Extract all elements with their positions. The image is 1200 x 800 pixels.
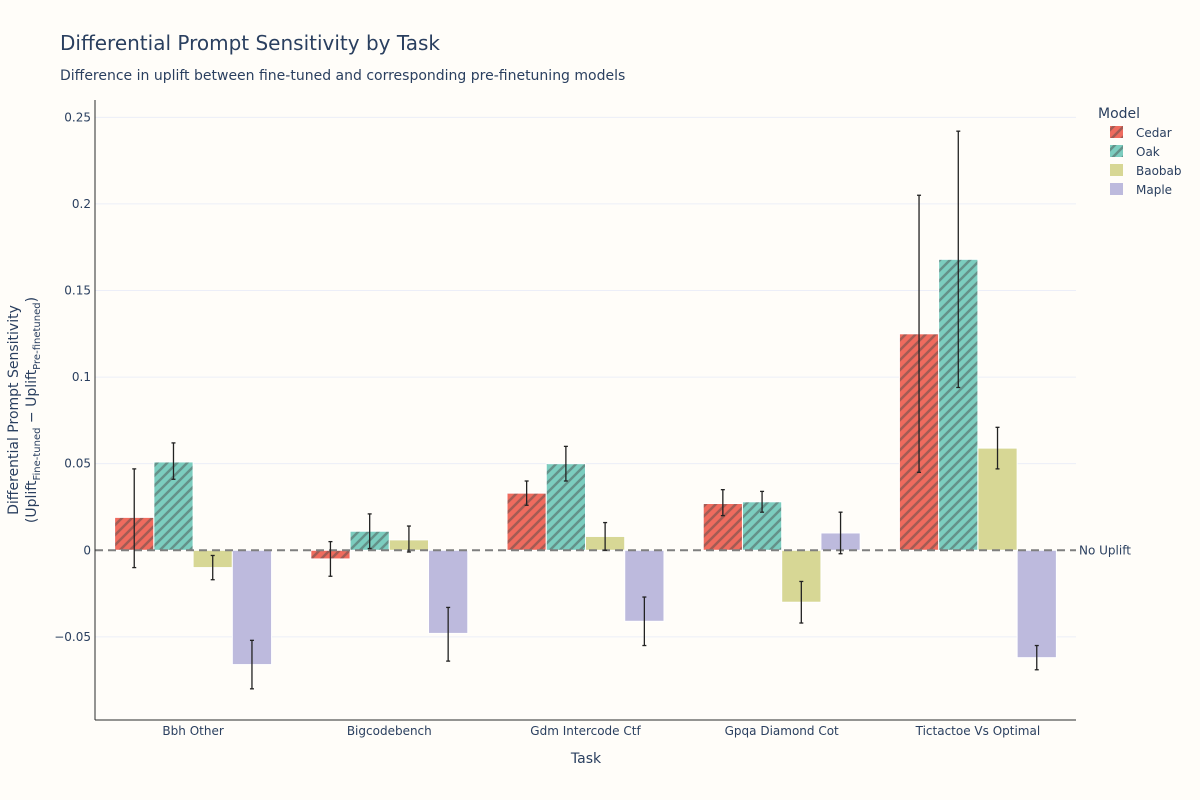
error-bar-baobab: [210, 554, 215, 581]
legend-swatch: [1110, 145, 1123, 157]
y-axis-title-minus: − Uplift: [24, 369, 40, 427]
y-axis-title-line1: Differential Prompt Sensitivity: [6, 305, 22, 515]
legend-label: Baobab: [1136, 164, 1182, 178]
error-bar-maple: [642, 596, 647, 647]
error-bar-maple: [249, 639, 254, 690]
error-bar-maple: [446, 606, 451, 662]
gridlines: [95, 116, 1076, 638]
error-bar-baobab: [603, 521, 608, 551]
y-tick-label: 0: [83, 543, 91, 557]
y-tick-label: −0.05: [54, 630, 91, 644]
y-tick-label: 0.2: [72, 197, 91, 211]
legend-label: Maple: [1136, 183, 1172, 197]
legend-item-cedar[interactable]: Cedar: [1110, 126, 1172, 140]
y-tick-label: 0.15: [64, 284, 91, 298]
error-bar-cedar: [524, 480, 529, 506]
legend-label: Oak: [1136, 145, 1160, 159]
y-axis-title-sub1: Fine-tuned: [32, 428, 43, 481]
axes: −0.05 0 0.05 0.1 0.15 0.2 0.25 Bbh Other Bigcode…: [54, 100, 1076, 738]
y-axis-title-sub2: Pre-finetuned: [32, 302, 43, 369]
error-bar-oak: [563, 445, 568, 482]
x-tick-label: Gdm Intercode Ctf: [530, 724, 641, 738]
chart-title: Differential Prompt Sensitivity by Task: [60, 31, 440, 55]
error-bar-cedar: [132, 468, 137, 569]
error-bar-baobab: [406, 525, 411, 553]
error-bar-oak: [171, 442, 176, 480]
error-bars: [132, 130, 1039, 690]
legend-swatch: [1110, 164, 1123, 176]
error-bar-baobab: [995, 426, 1000, 470]
x-axis-title: Task: [570, 751, 602, 767]
error-bar-cedar: [328, 540, 333, 577]
y-tick-label: 0.25: [64, 110, 91, 124]
bar-maple[interactable]: [1016, 549, 1057, 659]
y-axis-title-close: ): [24, 297, 40, 302]
legend: Model Cedar Oak Baobab Maple: [1098, 106, 1182, 197]
y-tick-label: 0.1: [72, 370, 91, 384]
error-bar-oak: [760, 490, 765, 513]
chart-subtitle: Difference in uplift between fine-tuned …: [60, 68, 625, 84]
legend-label: Cedar: [1136, 126, 1172, 140]
bars: [114, 258, 1057, 666]
error-bar-maple: [1034, 644, 1039, 671]
reference-line-label: No Uplift: [1079, 543, 1131, 557]
legend-item-maple[interactable]: Maple: [1110, 183, 1172, 197]
error-bar-oak: [956, 130, 961, 389]
error-bar-cedar: [720, 489, 725, 517]
x-tick-label: Bigcodebench: [347, 724, 432, 738]
legend-item-baobab[interactable]: Baobab: [1110, 164, 1182, 178]
y-axis-title-open: (Uplift: [24, 480, 40, 523]
y-axis-title-line2: (UpliftFine-tuned − UpliftPre-finetuned): [24, 297, 43, 523]
legend-swatch: [1110, 183, 1123, 195]
legend-swatch: [1110, 126, 1123, 138]
reference-line-group: No Uplift: [95, 543, 1131, 557]
legend-item-oak[interactable]: Oak: [1110, 145, 1160, 159]
y-tick-label: 0.05: [64, 457, 91, 471]
error-bar-maple: [838, 511, 843, 555]
legend-title: Model: [1098, 106, 1140, 122]
error-bar-cedar: [917, 194, 922, 473]
error-bar-oak: [367, 513, 372, 550]
error-bar-baobab: [799, 580, 804, 624]
x-tick-label: Gpqa Diamond Cot: [725, 724, 839, 738]
x-tick-label: Tictactoe Vs Optimal: [915, 724, 1041, 738]
x-tick-label: Bbh Other: [162, 724, 223, 738]
